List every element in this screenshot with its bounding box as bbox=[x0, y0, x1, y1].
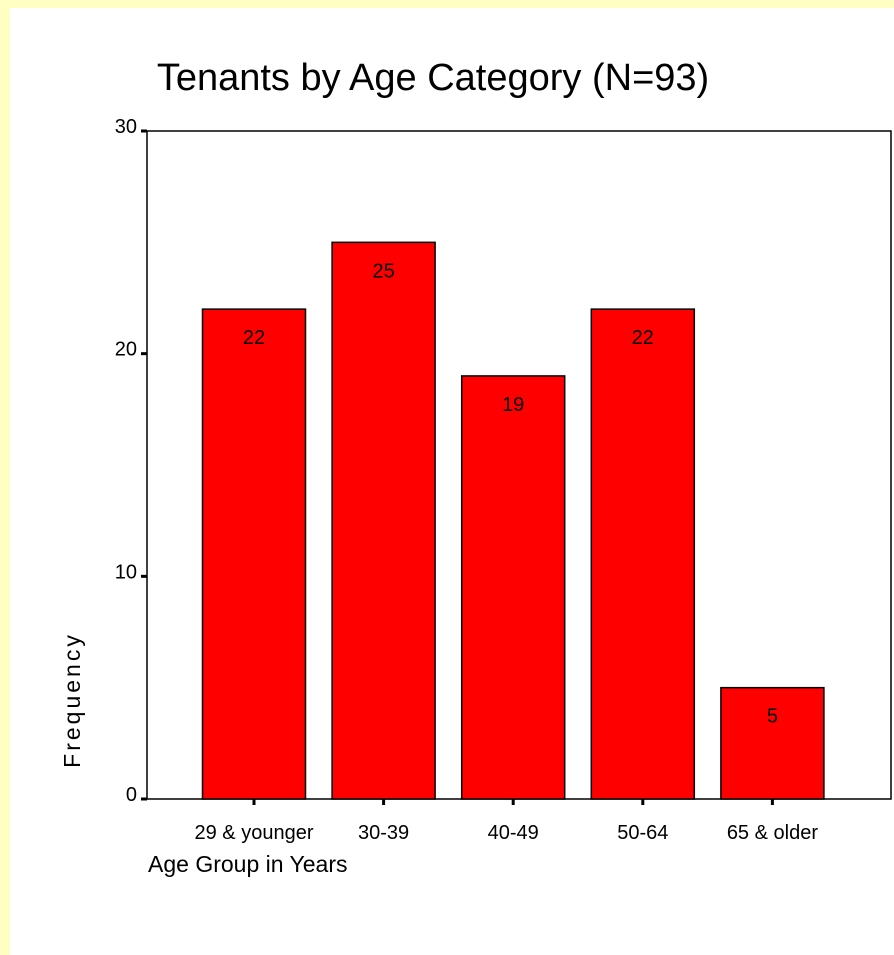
chart-title: Tenants by Age Category (N=93) bbox=[157, 57, 709, 99]
y-tick-label: 10 bbox=[115, 561, 137, 583]
value-label: 22 bbox=[243, 327, 265, 349]
y-tick-label: 30 bbox=[115, 116, 137, 138]
value-label: 25 bbox=[372, 260, 394, 282]
bar bbox=[331, 241, 436, 800]
y-tick-label: 0 bbox=[126, 784, 137, 806]
value-label: 5 bbox=[767, 706, 778, 728]
x-tick-label: 40-49 bbox=[488, 822, 539, 844]
y-tick-label: 20 bbox=[115, 339, 137, 361]
bar bbox=[590, 308, 696, 800]
bar bbox=[720, 686, 825, 800]
bar bbox=[460, 375, 566, 800]
x-tick-label: 29 & younger bbox=[195, 822, 314, 844]
chart-background bbox=[10, 8, 894, 955]
bar bbox=[201, 308, 307, 800]
x-tick-label: 30-39 bbox=[358, 822, 409, 844]
y-axis-label: Frequency bbox=[59, 632, 85, 768]
x-axis-label: Age Group in Years bbox=[148, 851, 347, 877]
value-label: 22 bbox=[632, 327, 654, 349]
x-tick-label: 65 & older bbox=[727, 822, 819, 844]
x-tick-label: 50-64 bbox=[617, 822, 668, 844]
value-label: 19 bbox=[502, 394, 524, 416]
